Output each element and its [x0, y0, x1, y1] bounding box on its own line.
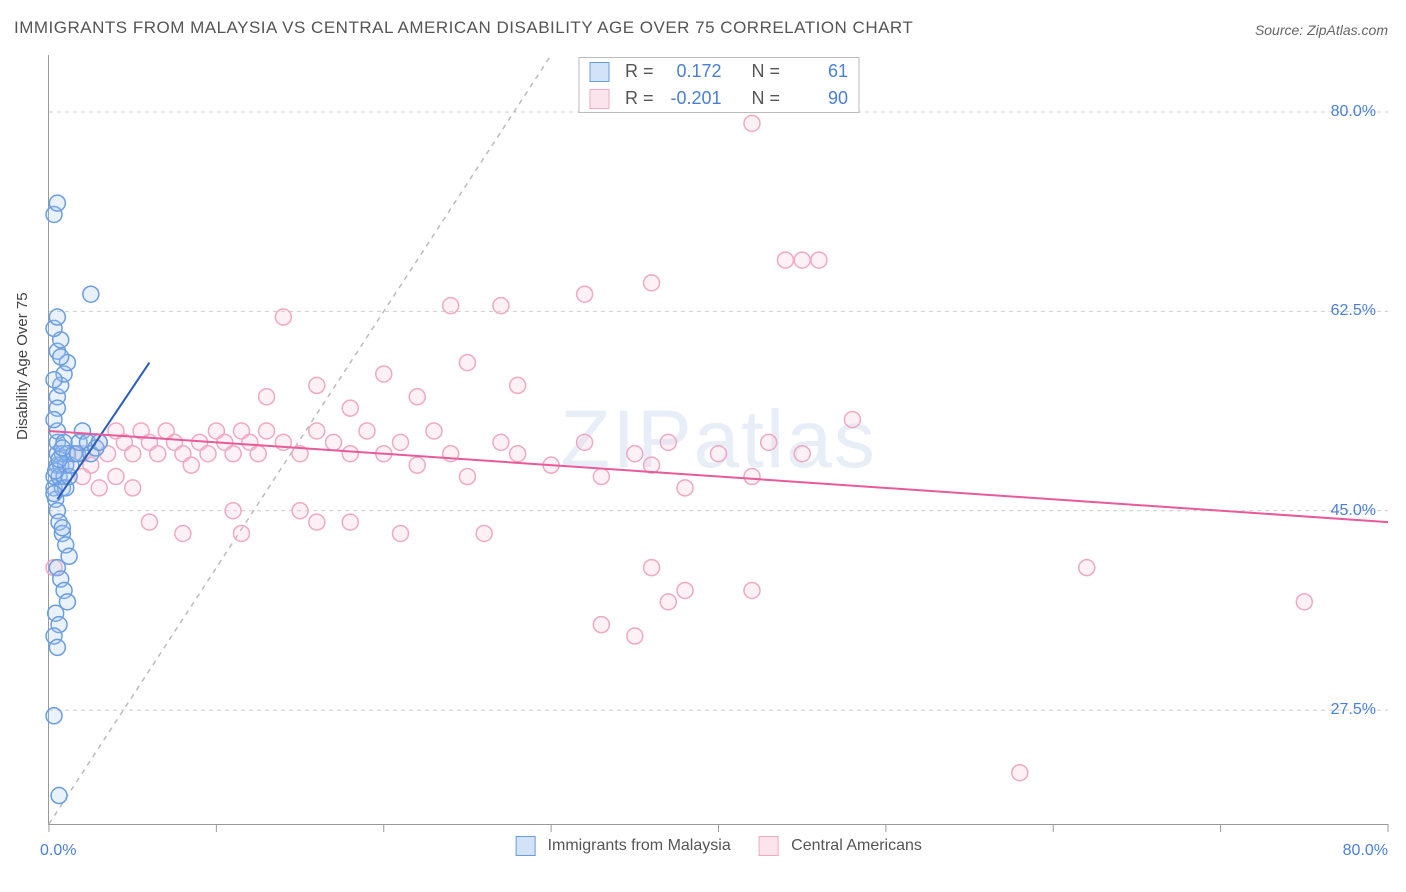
stat-r-label-a: R = [625, 61, 654, 82]
y-tick-label: 27.5% [1331, 701, 1376, 719]
y-tick-label: 45.0% [1331, 502, 1376, 520]
y-tick-label: 62.5% [1331, 302, 1376, 320]
x-tick-min: 0.0% [40, 842, 76, 860]
chart-title: IMMIGRANTS FROM MALAYSIA VS CENTRAL AMER… [14, 18, 913, 38]
swatch-a-icon [589, 62, 609, 82]
y-tick-label: 80.0% [1331, 103, 1376, 121]
y-axis-label: Disability Age Over 75 [14, 292, 31, 440]
stats-legend-box: R = 0.172 N = 61 R = -0.201 N = 90 [578, 57, 859, 113]
stat-r-value-b: -0.201 [662, 88, 722, 109]
stats-row-b: R = -0.201 N = 90 [579, 85, 858, 112]
swatch-a-bottom-icon [515, 836, 535, 856]
legend-item-a: Immigrants from Malaysia [515, 836, 731, 856]
scatter-svg [49, 55, 1388, 824]
legend-label-b: Central Americans [791, 837, 922, 854]
source-label: Source: ZipAtlas.com [1255, 22, 1388, 38]
swatch-b-icon [589, 89, 609, 109]
swatch-b-bottom-icon [759, 836, 779, 856]
stat-n-label-a: N = [752, 61, 781, 82]
stat-n-value-b: 90 [788, 88, 848, 109]
x-axis-legend: Immigrants from Malaysia Central America… [515, 836, 922, 856]
stat-r-label-b: R = [625, 88, 654, 109]
stat-r-value-a: 0.172 [662, 61, 722, 82]
stat-n-value-a: 61 [788, 61, 848, 82]
legend-label-a: Immigrants from Malaysia [548, 837, 731, 854]
stat-n-label-b: N = [752, 88, 781, 109]
stats-row-a: R = 0.172 N = 61 [579, 58, 858, 85]
plot-area: ZIPatlas R = 0.172 N = 61 R = -0.201 N =… [48, 55, 1388, 825]
legend-item-b: Central Americans [759, 836, 922, 856]
x-tick-max: 80.0% [1343, 842, 1388, 860]
